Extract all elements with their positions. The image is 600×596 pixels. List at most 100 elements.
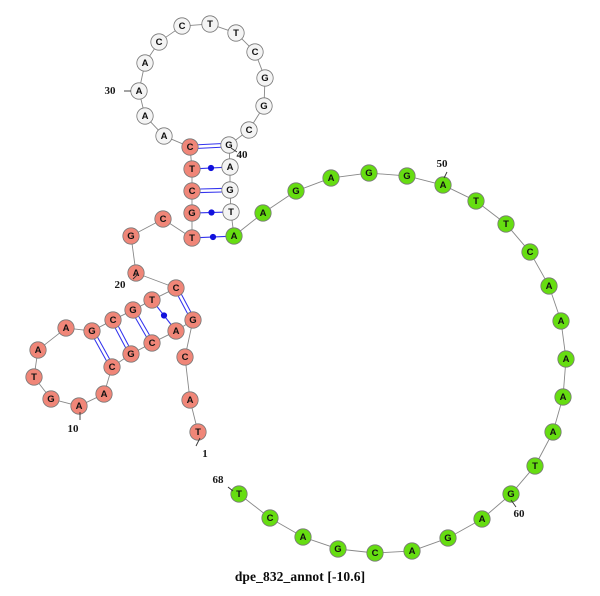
- nucleotide-24[interactable]: G: [183, 204, 201, 222]
- nucleotide-39[interactable]: C: [240, 121, 258, 139]
- nucleotide-62[interactable]: G: [439, 529, 457, 547]
- nucleotide-8[interactable]: C: [103, 358, 121, 376]
- nucleotide-13[interactable]: A: [29, 341, 47, 359]
- nucleotide-base-letter: C: [527, 247, 534, 258]
- nucleotide-circle: [473, 510, 491, 528]
- nucleotide-circle: [201, 15, 219, 33]
- nucleotide-3[interactable]: C: [176, 348, 194, 366]
- nucleotide-10[interactable]: A: [70, 397, 88, 415]
- nucleotide-20[interactable]: A: [127, 264, 145, 282]
- nucleotide-base-letter: C: [189, 186, 196, 197]
- nucleotide-33[interactable]: C: [173, 17, 191, 35]
- nucleotide-15[interactable]: G: [83, 322, 101, 340]
- nucleotide-54[interactable]: A: [540, 277, 558, 295]
- nucleotide-base-letter: A: [479, 514, 486, 525]
- nucleotide-base-letter: A: [142, 58, 149, 69]
- nucleotide-68[interactable]: T: [230, 485, 248, 503]
- nucleotide-29[interactable]: A: [136, 107, 154, 125]
- nucleotide-7[interactable]: G: [122, 345, 140, 363]
- nucleotide-34[interactable]: T: [201, 15, 219, 33]
- nucleotide-14[interactable]: A: [57, 319, 75, 337]
- nucleotide-42[interactable]: G: [221, 181, 239, 199]
- nucleotide-31[interactable]: A: [136, 54, 154, 72]
- nucleotide-61[interactable]: A: [473, 510, 491, 528]
- nucleotide-51[interactable]: T: [467, 192, 485, 210]
- nucleotide-base-letter: T: [236, 489, 242, 500]
- nucleotide-base-letter: G: [403, 171, 410, 182]
- nucleotide-25[interactable]: C: [183, 182, 201, 200]
- nucleotide-11[interactable]: G: [42, 390, 60, 408]
- nucleotide-9[interactable]: A: [95, 385, 113, 403]
- nucleotide-58[interactable]: A: [544, 423, 562, 441]
- nucleotide-base-letter: C: [179, 21, 186, 32]
- nucleotide-23[interactable]: T: [183, 229, 201, 247]
- nucleotide-base-letter: G: [334, 544, 341, 555]
- nucleotide-56[interactable]: A: [557, 350, 575, 368]
- nucleotide-base-letter: A: [142, 111, 149, 122]
- nucleotide-circle: [254, 204, 272, 222]
- nucleotide-44[interactable]: A: [225, 227, 243, 245]
- nucleotide-1[interactable]: T: [189, 423, 207, 441]
- nucleotide-47[interactable]: A: [322, 169, 340, 187]
- nucleotide-41[interactable]: A: [221, 158, 239, 176]
- nucleotide-45[interactable]: A: [254, 204, 272, 222]
- nucleotide-57[interactable]: A: [554, 388, 572, 406]
- nucleotide-50[interactable]: A: [434, 176, 452, 194]
- nucleotide-37[interactable]: G: [256, 69, 274, 87]
- nucleotide-49[interactable]: G: [398, 167, 416, 185]
- nucleotide-43[interactable]: T: [222, 203, 240, 221]
- nucleotide-53[interactable]: C: [521, 243, 539, 261]
- nucleotide-48[interactable]: G: [360, 164, 378, 182]
- nucleotide-circle: [246, 43, 264, 61]
- nucleotide-22[interactable]: C: [154, 210, 172, 228]
- nucleotide-63[interactable]: A: [403, 542, 421, 560]
- position-label-40: 40: [237, 149, 249, 161]
- nucleotide-67[interactable]: C: [261, 509, 279, 527]
- nucleotide-66[interactable]: A: [294, 528, 312, 546]
- nucleotide-60[interactable]: G: [502, 485, 520, 503]
- nucleotide-base-letter: G: [225, 140, 232, 151]
- nucleotide-55[interactable]: A: [552, 312, 570, 330]
- nucleotide-19[interactable]: C: [167, 279, 185, 297]
- nucleotide-64[interactable]: C: [366, 544, 384, 562]
- nucleotide-circle: [25, 368, 43, 386]
- nucleotide-32[interactable]: C: [150, 33, 168, 51]
- nucleotide-59[interactable]: T: [526, 457, 544, 475]
- nucleotide-circle: [57, 319, 75, 337]
- nucleotide-21[interactable]: G: [122, 227, 140, 245]
- nucleotide-26[interactable]: T: [183, 160, 201, 178]
- nucleotide-base-letter: C: [252, 47, 259, 58]
- nucleotide-circle: [167, 279, 185, 297]
- nucleotide-base-letter: A: [558, 316, 565, 327]
- nucleotide-base-letter: C: [267, 513, 274, 524]
- nucleotide-16[interactable]: C: [104, 311, 122, 329]
- nucleotide-5[interactable]: A: [167, 322, 185, 340]
- nucleotide-6[interactable]: C: [143, 334, 161, 352]
- nucleotide-circle: [554, 388, 572, 406]
- nucleotide-35[interactable]: T: [227, 24, 245, 42]
- nucleotide-12[interactable]: T: [25, 368, 43, 386]
- nucleotide-65[interactable]: G: [329, 540, 347, 558]
- nucleotide-circle: [181, 138, 199, 156]
- nucleotide-30[interactable]: A: [130, 82, 148, 100]
- nucleotide-2[interactable]: A: [181, 391, 199, 409]
- nucleotide-circle: [122, 345, 140, 363]
- nucleotide-base-letter: G: [226, 185, 233, 196]
- nucleotide-circle: [256, 69, 274, 87]
- nucleotide-base-letter: G: [365, 168, 372, 179]
- nucleotide-circle: [467, 192, 485, 210]
- nucleotide-base-letter: T: [189, 164, 195, 175]
- nucleotide-circle: [322, 169, 340, 187]
- nucleotide-27[interactable]: C: [181, 138, 199, 156]
- nucleotide-38[interactable]: G: [255, 97, 273, 115]
- nucleotide-28[interactable]: A: [155, 127, 173, 145]
- nucleotide-18[interactable]: T: [143, 291, 161, 309]
- nucleotide-46[interactable]: G: [287, 182, 305, 200]
- nucleotide-circle: [221, 158, 239, 176]
- nucleotide-17[interactable]: G: [124, 301, 142, 319]
- nucleotide-4[interactable]: G: [184, 311, 202, 329]
- position-label-1: 1: [202, 448, 208, 460]
- nucleotide-36[interactable]: C: [246, 43, 264, 61]
- nucleotide-52[interactable]: T: [497, 215, 515, 233]
